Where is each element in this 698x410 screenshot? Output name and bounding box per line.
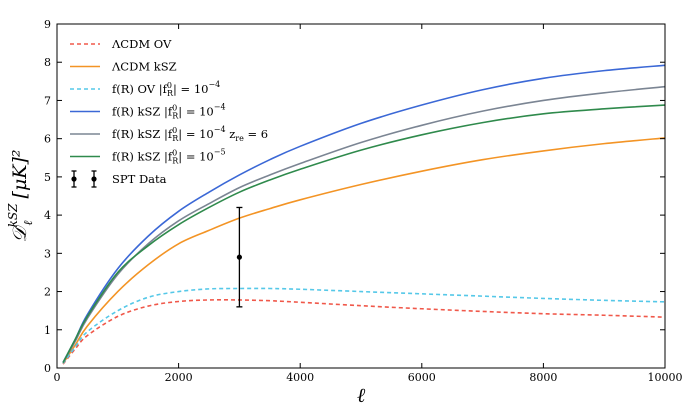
y-tick-label: 8	[44, 56, 51, 69]
legend-marker	[91, 176, 97, 182]
x-tick-label: 8000	[529, 371, 557, 384]
plot-lines	[62, 64, 666, 365]
legend-label: f(R) OV |f0 R| = 10−4	[112, 80, 220, 98]
plot-frame	[56, 23, 666, 369]
legend-label: ΛCDM kSZ	[111, 60, 177, 74]
x-axis-label: ℓ	[357, 383, 366, 407]
spt-data-point	[236, 254, 242, 260]
y-tick-label: 5	[44, 171, 51, 184]
legend-entry-cdm-ksz: ΛCDM kSZ	[70, 60, 177, 74]
y-tick-label: 7	[44, 94, 51, 107]
legend-label: f(R) kSZ |f0 R| = 10−5	[112, 148, 226, 166]
series-line-f-r-ksz-fr0-10-4	[62, 64, 666, 363]
y-tick-label: 2	[44, 286, 51, 299]
x-tick-label: 6000	[408, 371, 436, 384]
y-axis-label-main: 𝒟	[9, 224, 31, 243]
y-tick-label: 1	[44, 324, 51, 337]
y-axis-label-sup: kSZ	[6, 203, 20, 227]
series-line-f-r-ksz-fr0-10-4-z-re-6	[62, 85, 666, 364]
legend: ΛCDM OV ΛCDM kSZ f(R) OV |f0 R| = 10−4 f(R) …	[70, 37, 268, 188]
x-tick-label: 0	[54, 371, 61, 384]
y-tick-label: 3	[44, 247, 51, 260]
y-axis-label-sub: ℓ	[21, 221, 35, 226]
y-axis-label: 𝒟kSZℓ [μK]²	[6, 149, 35, 242]
legend-entry-f-r-ksz-fr0-10-4-z-re-6: f(R) kSZ |f0 R| = 10−4 zre = 6	[70, 125, 268, 143]
series-line-cdm-ov	[62, 299, 666, 365]
legend-label: f(R) kSZ |f0 R| = 10−4 zre = 6	[112, 125, 268, 143]
legend-marker	[71, 176, 77, 182]
x-tick-label: 4000	[286, 371, 314, 384]
y-tick-label: 9	[44, 18, 51, 31]
legend-label: SPT Data	[112, 172, 167, 186]
legend-entry-spt-data: SPT Data	[71, 170, 167, 188]
x-tick-label: 2000	[165, 371, 193, 384]
axis-ticks: 0 2000 4000 6000 8000 10000 0 1 2 3 4 5 6 7 8 9	[44, 18, 683, 384]
series-line-f-r-ksz-fr0-10-5	[62, 104, 666, 364]
legend-label: f(R) kSZ |f0 R| = 10−4	[112, 103, 226, 121]
legend-entry-f-r-ksz-fr0-10-5: f(R) kSZ |f0 R| = 10−5	[70, 148, 226, 166]
y-tick-label: 4	[44, 209, 51, 222]
legend-entry-cdm-ov: ΛCDM OV	[70, 37, 172, 51]
x-tick-label: 10000	[648, 371, 683, 384]
series-line-cdm-ksz	[62, 137, 666, 364]
legend-entry-f-r-ksz-fr0-10-4: f(R) kSZ |f0 R| = 10−4	[70, 103, 226, 121]
legend-entry-f-r-ov-fr0-10-4: f(R) OV |f0 R| = 10−4	[70, 80, 220, 98]
legend-label: ΛCDM OV	[111, 37, 172, 51]
y-axis-label-rest: [μK]²	[9, 149, 31, 204]
y-tick-label: 6	[44, 133, 51, 146]
y-tick-label: 0	[44, 362, 51, 375]
series-line-f-r-ov-fr0-10-4	[62, 287, 666, 364]
